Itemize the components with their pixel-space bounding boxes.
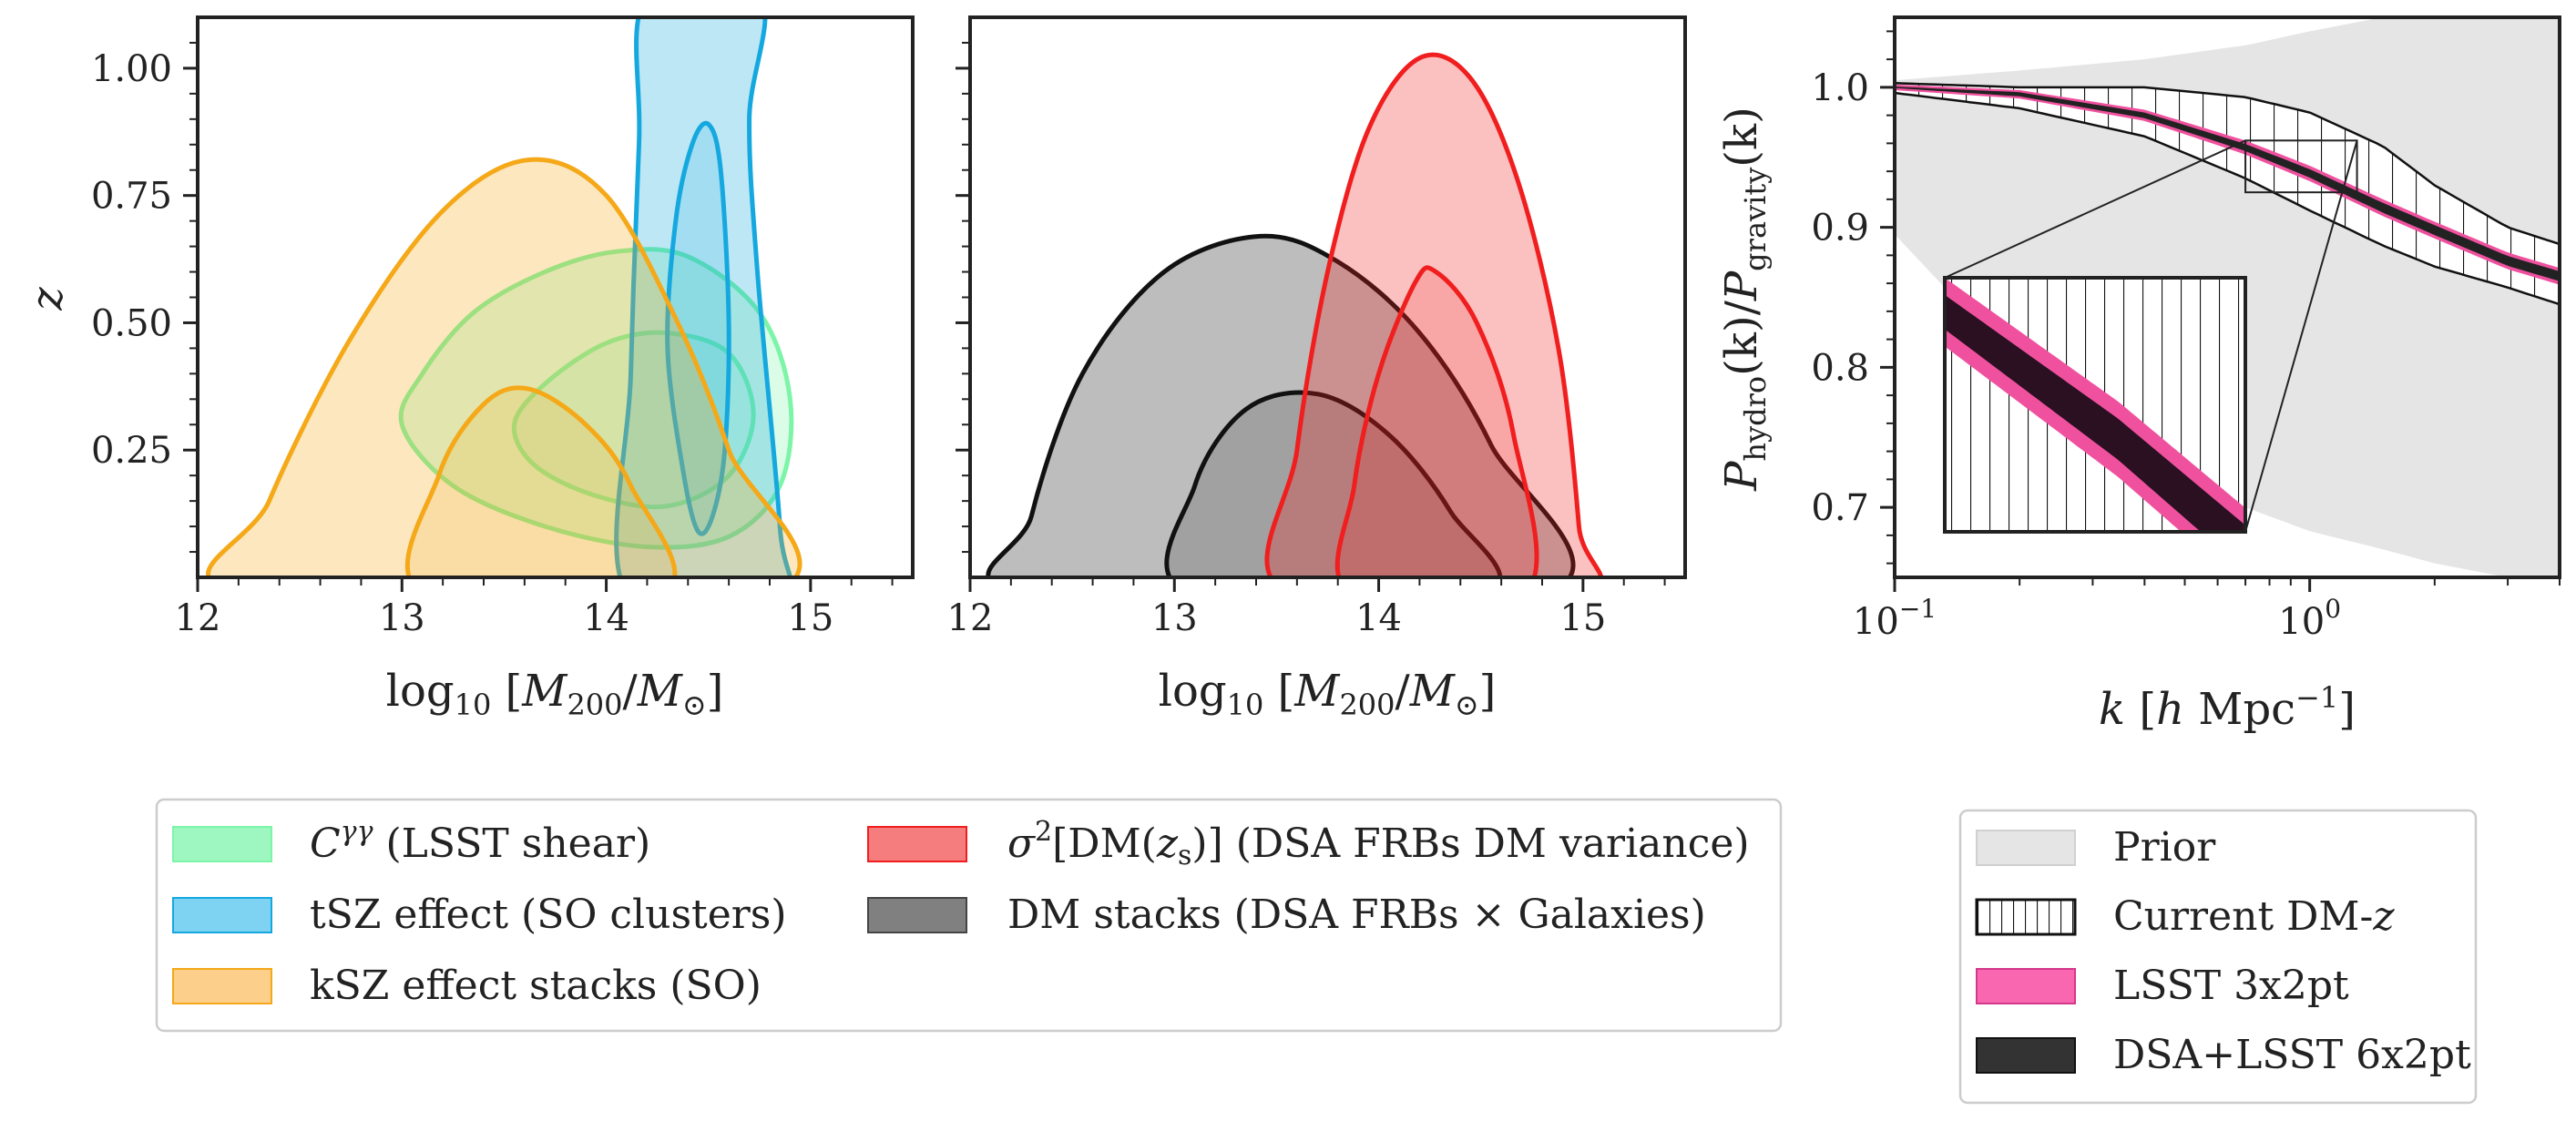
legend-label-prior: Prior <box>2113 824 2216 871</box>
legend-swatch-ksz <box>172 968 272 1004</box>
y-tick-label: 0.25 <box>91 430 172 472</box>
legend-left: Cγγ (LSST shear) tSZ effect (SO clusters… <box>155 798 1783 1033</box>
contour-line-ksz-inner <box>404 385 678 577</box>
y-tick-label: 0.50 <box>91 302 172 344</box>
legend-swatch-current <box>1975 898 2077 936</box>
contour-fill-dm-stacks-inner <box>1166 392 1500 577</box>
panel-power-suppression: 10−1 100 0.7 0.8 0.9 1.0 k [h Mpc−1] Phydro(k… <box>1716 15 2561 735</box>
legend-label-tsz: tSZ effect (SO clusters) <box>310 892 787 938</box>
panel1-contours <box>206 17 802 577</box>
panel1-xlabel: log10 [M200/M⊙] <box>386 666 724 722</box>
legend-label-dm-stacks: DM stacks (DSA FRBs × Galaxies) <box>1007 892 1706 938</box>
legend-swatch-dm-variance <box>867 826 967 862</box>
legend-swatch-dsa-lsst <box>1976 1037 2076 1074</box>
y-tick-label: 0.7 <box>1811 487 1869 529</box>
panel3-ticks: 10−1 100 0.7 0.8 0.9 1.0 <box>1811 30 2561 643</box>
panel3-xlabel: k [h Mpc−1] <box>2099 680 2356 735</box>
contour-fill-ksz-inner <box>407 387 675 577</box>
legend-swatch-tsz <box>172 897 272 933</box>
x-tick-label: 13 <box>1151 597 1198 639</box>
panel3-ylabel: Phydro(k)/Pgravity(k) <box>1716 107 1773 492</box>
panel-halo-mass-redshift-left: 12 13 14 15 0.25 0.50 0.75 1.00 log10 [M200/M⊙]… <box>22 15 915 722</box>
legend-label-shear: Cγγ (LSST shear) <box>310 816 650 867</box>
contour-fill-ksz-outer <box>208 159 800 577</box>
x-tick-label: 14 <box>583 597 629 639</box>
legend-label-current: Current DM-z <box>2113 893 2395 940</box>
x-tick-label: 12 <box>175 597 221 639</box>
contour-line-tsz-inner <box>665 120 731 536</box>
legend-left-frame <box>155 798 1783 1033</box>
panel1-ticks: 12 13 14 15 0.25 0.50 0.75 1.00 <box>91 41 894 639</box>
contour-line-dm-variance-outer <box>1264 52 1604 577</box>
y-tick-label: 0.9 <box>1811 208 1869 250</box>
inset-panel <box>1943 276 2247 534</box>
x-tick-label: 12 <box>947 597 994 639</box>
contour-fill-shear-outer <box>401 249 792 548</box>
inset-frame <box>1943 276 2247 534</box>
legend-label-ksz: kSZ effect stacks (SO) <box>310 963 762 1009</box>
x-tick-label: 14 <box>1355 597 1402 639</box>
legend-label-dm-variance: σ2[DM(zs)] (DSA FRBs DM variance) <box>1007 816 1750 871</box>
panel2-ticks: 12 13 14 15 <box>947 41 1666 639</box>
contour-line-dm-stacks-outer <box>986 233 1576 577</box>
legend-label-dsa-lsst: DSA+LSST 6x2pt <box>2113 1032 2471 1078</box>
contour-line-ksz-outer <box>206 157 802 577</box>
band-current-dm-z <box>1895 82 2560 306</box>
contour-line-shear-inner <box>511 330 756 510</box>
x-tick-label: 15 <box>1559 597 1606 639</box>
zoom-region-box <box>2244 139 2358 194</box>
contour-line-shear-outer <box>398 247 794 550</box>
contour-fill-tsz-inner <box>667 123 730 535</box>
zoom-connector-right <box>2244 140 2358 533</box>
contour-line-dm-stacks-inner <box>1164 390 1503 577</box>
contour-fill-dm-variance-inner <box>1337 267 1538 577</box>
inset-band-dsa-lsst <box>1945 295 2245 532</box>
panel3-frame <box>1893 15 2561 579</box>
contour-fill-dm-stacks-outer <box>988 236 1573 577</box>
y-tick-label: 0.8 <box>1811 347 1869 389</box>
x-tick-label: 10−1 <box>1853 594 1937 643</box>
y-tick-label: 0.75 <box>91 176 172 218</box>
panel-halo-mass-redshift-middle: 12 13 14 15 log10 [M200/M⊙] <box>947 15 1687 722</box>
legend-swatch-shear <box>172 826 272 862</box>
y-tick-label: 1.0 <box>1811 67 1869 109</box>
inset-zoom-indicator <box>1944 139 2358 533</box>
contour-fill-tsz-outer <box>616 17 791 577</box>
panel2-xlabel: log10 [M200/M⊙] <box>1159 666 1497 722</box>
contour-line-dm-variance-inner <box>1334 265 1539 577</box>
legend-right: Prior Current DM-z LSST 3x2pt DSA+LSST 6… <box>1958 809 2478 1105</box>
x-tick-label: 100 <box>2278 594 2341 643</box>
panel1-ylabel: z <box>22 287 73 311</box>
y-tick-label: 1.00 <box>91 48 172 90</box>
contour-line-tsz-outer <box>614 17 793 577</box>
legend-swatch-prior <box>1976 830 2076 866</box>
legend-label-lsst: LSST 3x2pt <box>2113 963 2349 1009</box>
legend-swatch-dm-stacks <box>867 897 967 933</box>
zoom-connector-left <box>1944 139 2246 279</box>
inset-bands <box>1945 278 2245 532</box>
contour-fill-shear-inner <box>514 332 754 507</box>
legend-right-frame <box>1958 809 2478 1105</box>
x-tick-label: 13 <box>379 597 425 639</box>
panel2-contours <box>986 52 1604 577</box>
x-tick-label: 15 <box>787 597 833 639</box>
legend-swatch-lsst <box>1976 968 2076 1004</box>
